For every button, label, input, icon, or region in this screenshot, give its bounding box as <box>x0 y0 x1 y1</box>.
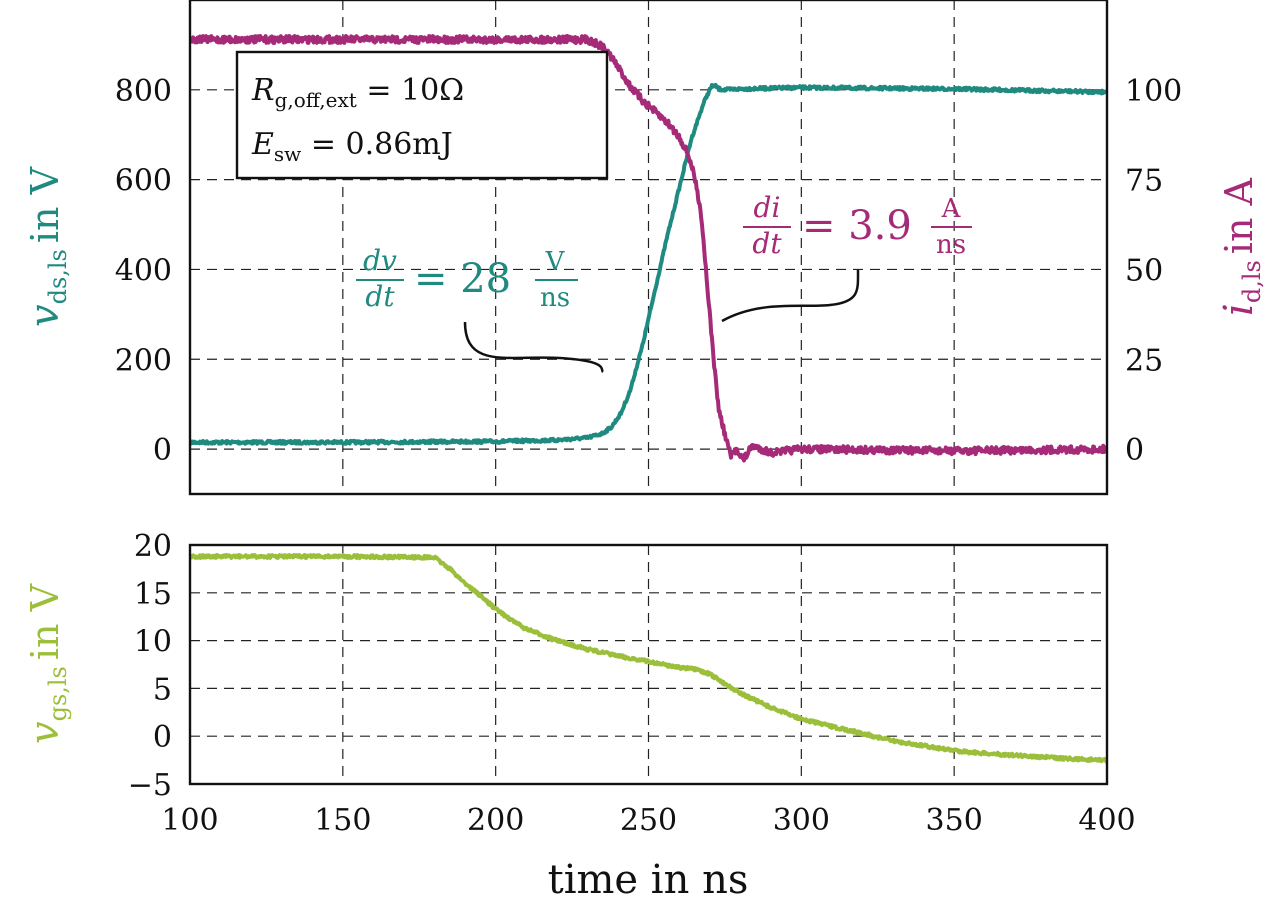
x-axis-ticks: 100 150 200 250 300 350 400 <box>161 803 1135 838</box>
di-dt-denominator: dt <box>752 227 782 260</box>
top-grid <box>190 0 1107 494</box>
annotation-di-dt: di dt = 3.9 A ns <box>743 191 972 260</box>
di-dt-unit-num: A <box>941 194 962 224</box>
y-right-tick-label: 100 <box>1125 74 1182 109</box>
dv-dt-numerator: dv <box>363 244 397 277</box>
di-dt-leader <box>721 269 860 323</box>
x-axis-label: time in ns <box>548 857 749 903</box>
annotation-gate-resistance: Rg,off,ext = 10Ω <box>251 73 464 112</box>
bottom-y-left-ticks: −5 0 5 10 15 20 <box>128 529 172 803</box>
y-axis-label-v-gs: vgs,lsin V <box>22 583 72 744</box>
y-left-tick-label: 10 <box>134 625 172 660</box>
x-tick-label: 150 <box>314 803 371 838</box>
y-left-tick-label: 0 <box>153 720 172 755</box>
dv-dt-unit-num: V <box>545 247 566 277</box>
y-left-tick-label: −5 <box>128 768 172 803</box>
bottom-plot-frame <box>188 543 1109 786</box>
x-tick-label: 400 <box>1078 803 1135 838</box>
series-line-v-ds <box>190 82 1107 446</box>
top-y-right-ticks: 0 25 50 75 100 <box>1125 74 1182 468</box>
top-y-left-ticks: 0 200 400 600 800 <box>115 74 172 468</box>
y-left-tick-label: 200 <box>115 343 172 378</box>
x-tick-label: 300 <box>773 803 830 838</box>
y-right-tick-label: 75 <box>1125 164 1163 199</box>
dv-dt-denominator: dt <box>365 280 395 313</box>
dv-dt-unit-den: ns <box>540 283 570 313</box>
bottom-grid <box>190 545 1107 784</box>
x-tick-label: 250 <box>620 803 677 838</box>
annotation-switching-energy: Esw = 0.86mJ <box>251 127 453 166</box>
series-line-i-d <box>190 34 1107 463</box>
y-left-tick-label: 5 <box>153 672 172 707</box>
y-right-tick-label: 0 <box>1125 433 1144 468</box>
y-left-tick-label: 0 <box>153 433 172 468</box>
x-tick-label: 200 <box>467 803 524 838</box>
y-left-tick-label: 400 <box>115 253 172 288</box>
y-left-tick-label: 15 <box>134 577 172 612</box>
annotation-box: Rg,off,ext = 10Ω Esw = 0.86mJ <box>235 50 609 180</box>
di-dt-unit-den: ns <box>936 230 966 260</box>
y-left-tick-label: 800 <box>115 74 172 109</box>
y-axis-label-i-d: id,lsin A <box>1216 177 1266 315</box>
annotation-dv-dt: dv dt = 28 V ns <box>356 244 578 313</box>
top-plot-frame <box>188 0 1109 496</box>
x-tick-label: 100 <box>161 803 218 838</box>
series-line-v-gs <box>190 553 1107 764</box>
y-right-tick-label: 50 <box>1125 253 1163 288</box>
y-right-tick-label: 25 <box>1125 343 1163 378</box>
y-axis-label-v-ds: vds,lsin V <box>22 166 72 327</box>
di-dt-numerator: di <box>754 191 781 224</box>
y-left-tick-label: 600 <box>115 164 172 199</box>
di-dt-value: = 3.9 <box>802 203 912 249</box>
dv-dt-value: = 28 <box>414 256 511 302</box>
x-tick-label: 350 <box>926 803 983 838</box>
dv-dt-leader <box>463 321 605 374</box>
y-left-tick-label: 20 <box>134 529 172 564</box>
